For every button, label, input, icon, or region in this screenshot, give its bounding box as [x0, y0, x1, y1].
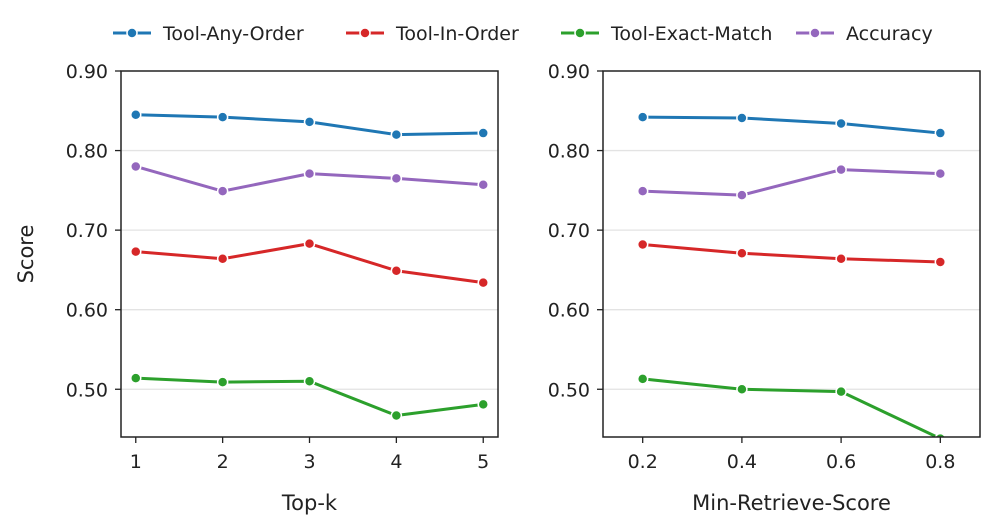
x-tick-label: 5 — [477, 451, 489, 473]
data-point-accuracy — [390, 172, 403, 185]
series-tool-exact-match — [130, 372, 489, 422]
x-tick-label: 0.4 — [727, 451, 757, 473]
data-point-tool-any-order — [934, 127, 947, 139]
data-point-tool-in-order — [477, 276, 489, 289]
y-tick-label: 0.60 — [66, 300, 108, 322]
data-point-tool-exact-match — [216, 376, 229, 388]
series-accuracy — [130, 160, 489, 197]
series-tool-exact-match — [636, 373, 946, 437]
data-point-tool-any-order — [636, 111, 649, 123]
series-accuracy — [636, 163, 947, 201]
legend-label: Accuracy — [846, 23, 933, 45]
legend-label: Tool-Any-Order — [162, 23, 304, 45]
data-point-tool-exact-match — [636, 373, 649, 385]
x-tick-label: 0.8 — [925, 451, 955, 473]
data-point-tool-in-order — [390, 264, 403, 277]
x-tick-label: 4 — [390, 451, 402, 473]
data-point-accuracy — [130, 160, 142, 173]
y-tick-label: 0.80 — [66, 141, 108, 163]
data-point-accuracy — [736, 189, 748, 201]
y-tick-label: 0.90 — [66, 61, 108, 83]
y-tick-label: 0.70 — [548, 220, 590, 242]
data-point-accuracy — [934, 167, 947, 180]
legend-marker — [126, 27, 138, 39]
x-axis-title: Min-Retrieve-Score — [692, 491, 891, 515]
series-line-tool-exact-match — [641, 377, 941, 437]
data-point-tool-any-order — [216, 111, 229, 123]
data-point-tool-any-order — [390, 128, 403, 141]
series-tool-any-order — [636, 111, 947, 139]
series-line-tool-any-order — [641, 115, 942, 135]
legend-item-accuracy: Accuracy — [796, 23, 933, 45]
data-point-tool-in-order — [303, 237, 316, 250]
x-tick-label: 0.6 — [826, 451, 856, 473]
x-tick-label: 0.2 — [628, 451, 658, 473]
data-point-tool-in-order — [835, 253, 847, 265]
plot-frame — [602, 70, 981, 438]
y-tick-label: 0.90 — [548, 61, 590, 83]
data-point-accuracy — [477, 179, 489, 191]
legend-item-tool-any-order: Tool-Any-Order — [113, 23, 304, 45]
x-tick-label: 2 — [217, 451, 229, 473]
data-point-tool-any-order — [130, 109, 142, 121]
y-tick-label: 0.50 — [66, 379, 108, 401]
data-point-tool-exact-match — [390, 409, 403, 422]
plot-frame — [120, 70, 499, 438]
data-point-tool-in-order — [934, 256, 947, 268]
data-point-tool-exact-match — [477, 398, 489, 411]
data-point-accuracy — [835, 163, 847, 176]
y-tick-label: 0.60 — [548, 300, 590, 322]
legend-label: Tool-Exact-Match — [610, 23, 772, 45]
legend-marker — [359, 27, 371, 39]
series-tool-in-order — [636, 238, 947, 268]
legend-label: Tool-In-Order — [395, 23, 519, 45]
legend-marker — [574, 27, 586, 39]
data-point-tool-exact-match — [736, 383, 748, 396]
data-point-tool-any-order — [835, 117, 847, 130]
data-point-tool-in-order — [216, 253, 229, 265]
data-point-tool-exact-match — [934, 432, 946, 437]
series-tool-any-order — [130, 109, 489, 141]
data-point-tool-in-order — [736, 247, 748, 259]
x-axis-title: Top-k — [281, 491, 338, 515]
data-point-accuracy — [636, 185, 649, 197]
chart-panel-top-k: 0.50 0.60 0.70 0.80 0.90 1 2 3 4 5 Top-k Score — [14, 61, 499, 515]
y-tick-label: 0.70 — [66, 220, 108, 242]
legend-marker — [809, 27, 821, 39]
data-point-tool-in-order — [636, 238, 649, 251]
legend-item-tool-exact-match: Tool-Exact-Match — [561, 23, 772, 45]
data-point-tool-any-order — [303, 116, 316, 128]
series-line-tool-in-order — [134, 242, 485, 285]
series-line-tool-in-order — [641, 242, 942, 264]
data-point-tool-exact-match — [835, 385, 847, 398]
y-axis-title: Score — [14, 225, 38, 284]
series-tool-in-order — [130, 237, 489, 289]
chart-panel-min-retrieve-score: 0.50 0.60 0.70 0.80 0.90 0.2 0.4 0.6 0.8 Min-Retr… — [548, 61, 981, 515]
data-point-accuracy — [303, 167, 316, 180]
data-point-tool-exact-match — [130, 372, 142, 384]
x-tick-label: 1 — [130, 451, 142, 473]
data-point-accuracy — [216, 185, 229, 197]
data-point-tool-in-order — [130, 245, 142, 258]
legend: Tool-Any-Order Tool-In-Order Tool-Exact-Ma… — [113, 23, 933, 45]
series-line-accuracy — [641, 168, 942, 197]
y-tick-label: 0.50 — [548, 379, 590, 401]
data-point-tool-any-order — [477, 127, 489, 139]
legend-item-tool-in-order: Tool-In-Order — [346, 23, 519, 45]
y-tick-label: 0.80 — [548, 141, 590, 163]
x-tick-label: 3 — [303, 451, 315, 473]
data-point-tool-any-order — [736, 112, 748, 124]
data-point-tool-exact-match — [303, 375, 316, 388]
